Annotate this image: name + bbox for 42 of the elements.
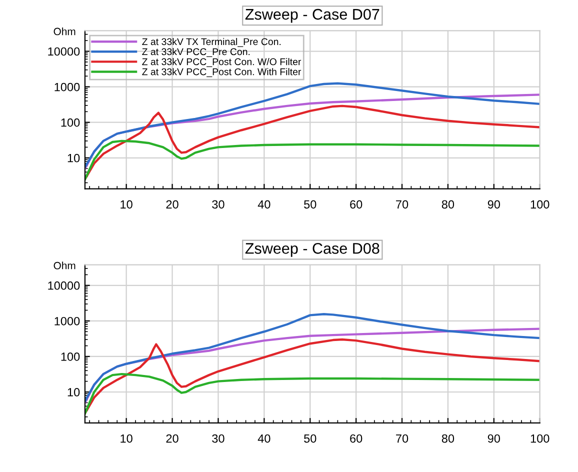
- x-tick-label: 20: [166, 200, 178, 209]
- x-tick-label: 70: [396, 434, 408, 443]
- x-tick-label: 60: [350, 434, 362, 443]
- y-axis-title: Ohm: [54, 28, 76, 36]
- y-tick-label: 10: [68, 154, 80, 162]
- x-tick-label: 90: [488, 200, 500, 209]
- line-series: [84, 328, 540, 404]
- x-tick-label: 100: [530, 434, 550, 443]
- x-tick-label: 90: [488, 434, 500, 443]
- line-series: [84, 338, 540, 415]
- x-tick-label: 80: [442, 200, 454, 209]
- y-tick-label: 1000: [54, 316, 80, 326]
- x-tick-label: 60: [350, 200, 362, 209]
- legend-label: Z at 33kV PCC_Pre Con.: [142, 48, 250, 57]
- x-tick-label: 40: [258, 200, 270, 209]
- y-tick-label: 100: [61, 118, 80, 127]
- x-tick-label: 30: [212, 434, 224, 443]
- y-tick-label: 1000: [54, 82, 80, 92]
- x-tick-label: 20: [166, 434, 178, 443]
- y-tick-label: 10000: [48, 281, 80, 290]
- x-tick-label: 70: [396, 200, 408, 209]
- legend-label: Z at 33kV TX Terminal_Pre Con.: [142, 38, 281, 47]
- x-tick-label: 10: [120, 200, 132, 209]
- y-tick-label: 100: [61, 352, 80, 361]
- y-tick-label: 10000: [48, 47, 80, 56]
- y-tick-label: 10: [68, 388, 80, 396]
- x-tick-label: 10: [120, 434, 132, 443]
- x-tick-label: 30: [212, 200, 224, 209]
- chart-title: Zsweep - Case D07: [245, 8, 380, 23]
- line-series: [84, 372, 540, 415]
- line-series: [84, 313, 540, 402]
- x-tick-label: 100: [530, 200, 550, 209]
- line-series: [84, 104, 540, 180]
- y-axis-title: Ohm: [54, 262, 76, 270]
- legend-label: Z at 33kV PCC_Post Con. With Filter: [142, 68, 302, 78]
- chart-title: Zsweep - Case D08: [245, 243, 380, 257]
- line-series: [84, 140, 540, 180]
- x-tick-label: 40: [258, 434, 270, 443]
- x-tick-label: 50: [304, 434, 316, 443]
- x-tick-label: 50: [304, 200, 316, 209]
- x-tick-label: 80: [442, 434, 454, 443]
- legend-label: Z at 33kV PCC_Post Con. W/O Filter: [142, 58, 302, 68]
